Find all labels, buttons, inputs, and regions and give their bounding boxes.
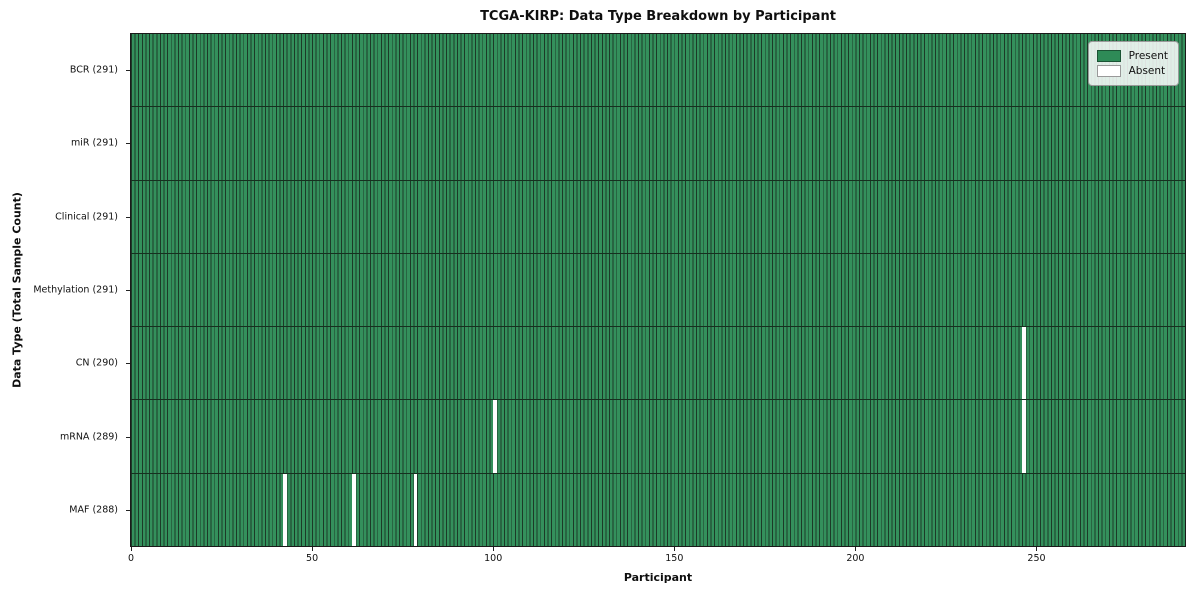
- y-tick-mark: [126, 69, 130, 71]
- row-mrna: [131, 399, 1185, 473]
- x-tick-label: 100: [484, 553, 503, 564]
- absent-cell: [1022, 327, 1026, 400]
- heatmap-rows: [131, 34, 1185, 546]
- x-tick-mark: [131, 547, 132, 551]
- row-clinical: [131, 179, 1185, 253]
- legend-label: Absent: [1128, 65, 1166, 77]
- row-bcr: [131, 34, 1185, 106]
- legend-item-present: Present: [1096, 50, 1168, 62]
- chart-title: TCGA-KIRP: Data Type Breakdown by Partic…: [480, 9, 836, 24]
- plot-area: Present Absent: [130, 33, 1186, 547]
- x-tick-label: 150: [665, 553, 684, 564]
- legend-swatch-present: [1096, 50, 1121, 62]
- y-tick-mark: [126, 436, 130, 438]
- row-mir: [131, 106, 1185, 179]
- absent-cell: [283, 473, 287, 546]
- y-tick-label: MAF (288): [69, 504, 118, 516]
- legend-label: Present: [1128, 50, 1168, 62]
- y-tick-mark: [126, 290, 130, 291]
- row-methylation: [131, 252, 1185, 326]
- absent-cell: [413, 473, 418, 546]
- absent-cell: [1022, 400, 1026, 473]
- y-tick-label: Methylation (291): [33, 284, 118, 296]
- y-tick-mark: [126, 510, 130, 512]
- absent-cell: [493, 400, 497, 473]
- x-tick-mark: [674, 547, 676, 551]
- y-tick-label: Clinical (291): [55, 211, 118, 223]
- x-tick-label: 0: [127, 553, 135, 564]
- y-tick-label: CN (290): [75, 357, 118, 369]
- x-tick-mark: [855, 547, 857, 551]
- x-tick-mark: [1036, 547, 1038, 551]
- x-tick-label: 250: [1027, 553, 1046, 564]
- row-cn: [131, 326, 1185, 400]
- legend: Present Absent: [1087, 41, 1179, 86]
- y-tick-label: mRNA (289): [59, 431, 118, 443]
- y-tick-mark: [126, 216, 130, 218]
- row-maf: [131, 472, 1185, 546]
- absent-cell: [351, 473, 356, 546]
- x-tick-label: 200: [846, 553, 865, 564]
- y-tick-label: BCR (291): [69, 64, 118, 76]
- y-tick-label: miR (291): [70, 137, 118, 149]
- x-axis-title: Participant: [623, 571, 693, 584]
- y-tick-mark: [126, 143, 130, 145]
- legend-swatch-absent: [1096, 65, 1121, 77]
- x-tick-mark: [493, 547, 495, 551]
- x-tick-mark: [312, 547, 314, 551]
- y-tick-mark: [126, 363, 130, 365]
- x-tick-label: 50: [306, 553, 319, 564]
- legend-item-absent: Absent: [1096, 65, 1168, 77]
